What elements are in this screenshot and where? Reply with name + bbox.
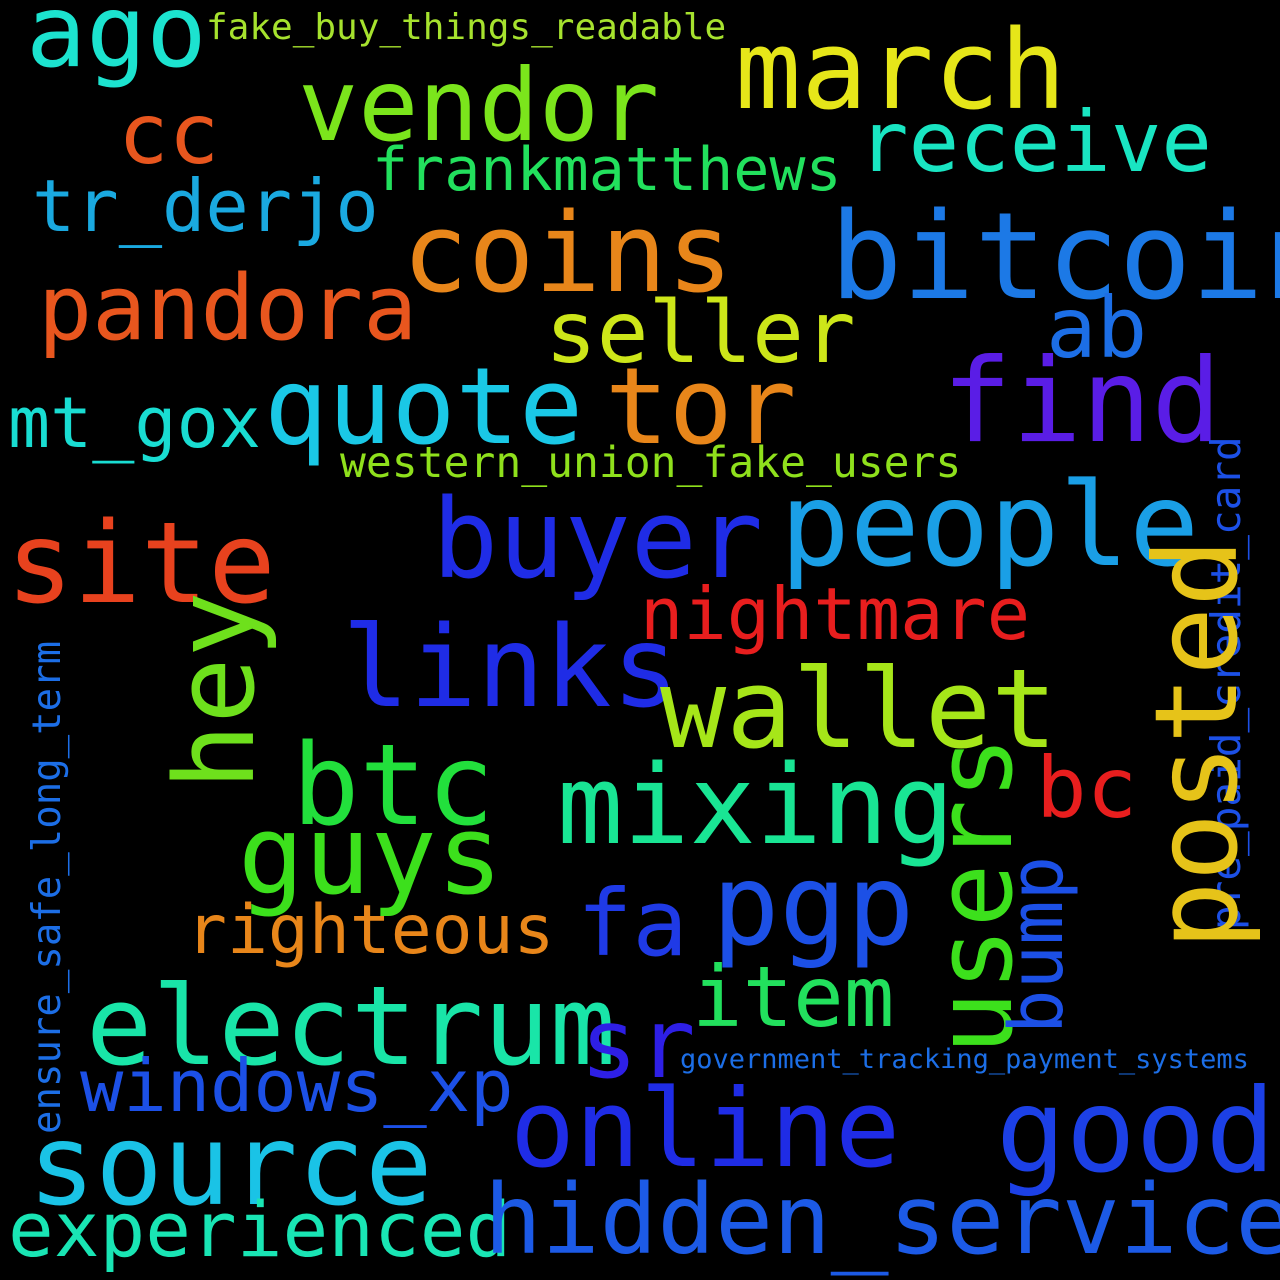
word-ago: ago bbox=[26, 0, 207, 90]
word-pandora: pandora bbox=[38, 256, 418, 361]
word-vendor: vendor bbox=[298, 47, 660, 164]
word-experienced: experienced bbox=[8, 1185, 512, 1274]
word-cc: cc bbox=[118, 85, 220, 183]
word-online: online bbox=[510, 1067, 901, 1192]
word-bump: bump bbox=[994, 855, 1080, 1034]
word-ensure-safe-long-term: ensure_safe_long_term bbox=[25, 640, 70, 1134]
word-windows-xp: windows_xp bbox=[80, 1044, 514, 1128]
word-hey: hey bbox=[151, 591, 279, 790]
word-march: march bbox=[735, 6, 1067, 134]
word-government-tracking-payment-systems: government_tracking_payment_systems bbox=[680, 1044, 1249, 1075]
word-fa: fa bbox=[577, 870, 688, 977]
word-people: people bbox=[780, 458, 1200, 593]
word-tr-derjo: tr_derjo bbox=[32, 164, 379, 248]
word-bc: bc bbox=[1036, 739, 1138, 837]
word-western-union-fake-users: western_union_fake_users bbox=[340, 438, 962, 488]
word-btc: btc bbox=[292, 721, 495, 851]
word-pgp: pgp bbox=[712, 841, 915, 971]
word-hidden-services: hidden_services bbox=[484, 1164, 1280, 1276]
word-good: good bbox=[996, 1064, 1276, 1199]
word-ab: ab bbox=[1046, 279, 1148, 377]
word-quote: quote bbox=[264, 345, 584, 468]
word-sr: sr bbox=[580, 988, 696, 1100]
word-righteous: righteous bbox=[186, 891, 555, 970]
word-find: find bbox=[942, 334, 1222, 469]
word-guys: guys bbox=[238, 791, 503, 919]
word-buyer: buyer bbox=[432, 475, 764, 603]
word-electrum: electrum bbox=[86, 962, 616, 1090]
word-item: item bbox=[692, 948, 895, 1046]
word-source: source bbox=[28, 1101, 433, 1231]
word-site: site bbox=[6, 499, 276, 629]
word-mixing: mixing bbox=[557, 741, 955, 869]
word-mt-gox: mt_gox bbox=[8, 382, 261, 464]
word-receive: receive bbox=[858, 93, 1213, 191]
word-posted: posted bbox=[1130, 538, 1263, 950]
word-links: links bbox=[342, 603, 680, 733]
word-coins: coins bbox=[402, 189, 734, 317]
word-frankmatthews: frankmatthews bbox=[372, 135, 842, 205]
word-fake-buy-things-readable: fake_buy_things_readable bbox=[206, 7, 727, 48]
word-seller: seller bbox=[545, 283, 856, 383]
word-tor: tor bbox=[605, 345, 797, 468]
word-bitcoin: bitcoin bbox=[830, 188, 1280, 327]
word-nightmare: nightmare bbox=[640, 572, 1031, 656]
word-wallet: wallet bbox=[660, 645, 1058, 773]
